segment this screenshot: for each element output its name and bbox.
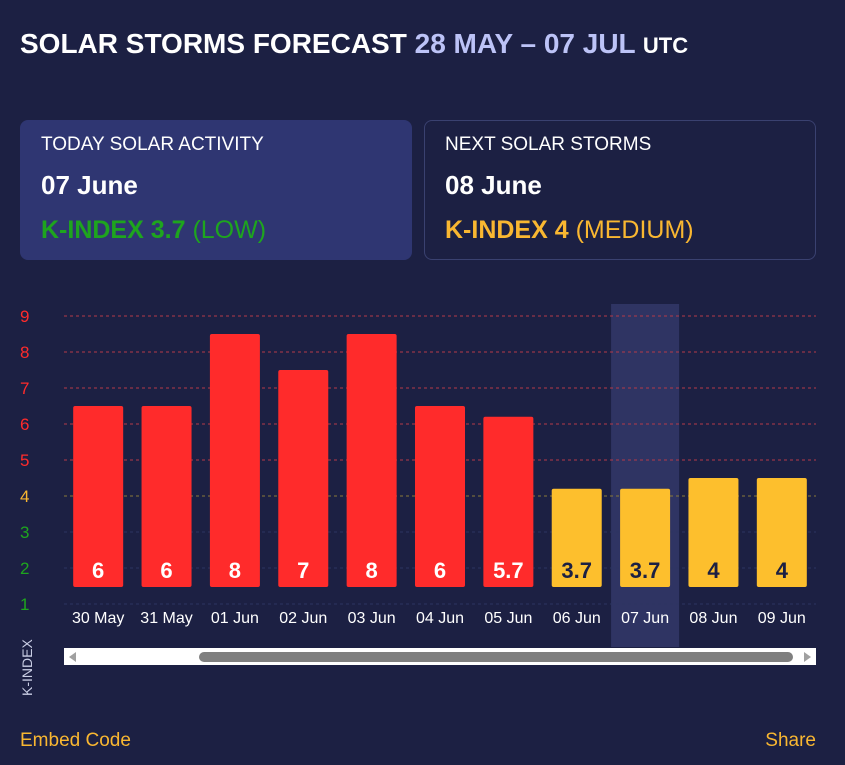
y-tick-label: 4 xyxy=(20,487,29,506)
x-tick-label: 07 Jun xyxy=(621,610,669,627)
bar-value-label: 8 xyxy=(229,558,241,583)
bar-value-label: 7 xyxy=(297,558,309,583)
today-date: 07 June xyxy=(41,170,138,200)
bar-value-label: 6 xyxy=(434,558,446,583)
bar xyxy=(73,406,124,587)
highlight-band xyxy=(611,304,680,647)
y-tick-label: 9 xyxy=(20,307,29,326)
x-tick-label: 31 May xyxy=(140,610,192,627)
timezone-label: UTC xyxy=(642,33,689,58)
bar-value-label: 5.7 xyxy=(493,558,524,583)
bar xyxy=(141,406,192,587)
share-link[interactable]: Share xyxy=(765,730,816,751)
bar xyxy=(346,334,397,587)
x-tick-label: 08 Jun xyxy=(689,610,737,627)
y-tick-label: 7 xyxy=(20,379,29,398)
y-tick-label: 3 xyxy=(20,523,29,542)
x-tick-label: 02 Jun xyxy=(279,610,327,627)
chart-scrollbar[interactable] xyxy=(64,648,816,665)
bar-value-label: 6 xyxy=(160,558,172,583)
y-tick-label: 5 xyxy=(20,451,29,470)
today-kindex: K-INDEX 3.7 (LOW) xyxy=(41,216,391,245)
page-title: SOLAR STORMS FORECAST 28 MAY – 07 JUL UT… xyxy=(20,28,688,60)
bar-value-label: 3.7 xyxy=(630,558,661,583)
scroll-thumb[interactable] xyxy=(199,652,793,662)
embed-code-link[interactable]: Embed Code xyxy=(20,730,131,751)
next-date: 08 June xyxy=(445,170,542,200)
scroll-left-arrow-icon[interactable] xyxy=(69,652,76,662)
y-tick-label: 6 xyxy=(20,415,29,434)
next-card-title: NEXT SOLAR STORMS xyxy=(445,134,652,155)
bar-value-label: 4 xyxy=(707,558,720,583)
next-kindex-value: K-INDEX 4 xyxy=(445,216,569,244)
today-card-title: TODAY SOLAR ACTIVITY xyxy=(41,134,264,155)
title-text: SOLAR STORMS FORECAST xyxy=(20,28,407,59)
date-range: 28 MAY – 07 JUL xyxy=(414,28,636,59)
x-tick-label: 30 May xyxy=(72,610,124,627)
bar-value-label: 4 xyxy=(776,558,789,583)
y-tick-label: 2 xyxy=(20,559,29,578)
bar xyxy=(483,416,534,587)
next-storms-card: NEXT SOLAR STORMS 08 June K-INDEX 4 (MED… xyxy=(424,120,816,260)
today-kindex-level: (LOW) xyxy=(192,216,267,244)
bar xyxy=(551,488,602,587)
today-kindex-value: K-INDEX 3.7 xyxy=(41,216,186,244)
scroll-right-arrow-icon[interactable] xyxy=(804,652,811,662)
today-activity-card: TODAY SOLAR ACTIVITY 07 June K-INDEX 3.7… xyxy=(20,120,412,260)
y-tick-label: 8 xyxy=(20,343,29,362)
x-tick-label: 09 Jun xyxy=(758,610,806,627)
x-tick-label: 05 Jun xyxy=(484,610,532,627)
next-kindex: K-INDEX 4 (MEDIUM) xyxy=(445,216,795,245)
bar xyxy=(756,478,807,587)
bar-value-label: 8 xyxy=(366,558,378,583)
bar xyxy=(620,488,671,587)
y-tick-label: 1 xyxy=(20,595,29,614)
x-tick-label: 04 Jun xyxy=(416,610,464,627)
x-tick-label: 03 Jun xyxy=(348,610,396,627)
next-kindex-level: (MEDIUM) xyxy=(575,216,694,244)
x-tick-label: 01 Jun xyxy=(211,610,259,627)
bar xyxy=(688,478,739,587)
bar-value-label: 6 xyxy=(92,558,104,583)
bar xyxy=(209,334,260,587)
bar xyxy=(415,406,465,587)
y-axis-label: K-INDEX xyxy=(19,639,35,696)
bar-value-label: 3.7 xyxy=(561,558,592,583)
bar xyxy=(278,370,329,587)
x-tick-label: 06 Jun xyxy=(553,610,601,627)
